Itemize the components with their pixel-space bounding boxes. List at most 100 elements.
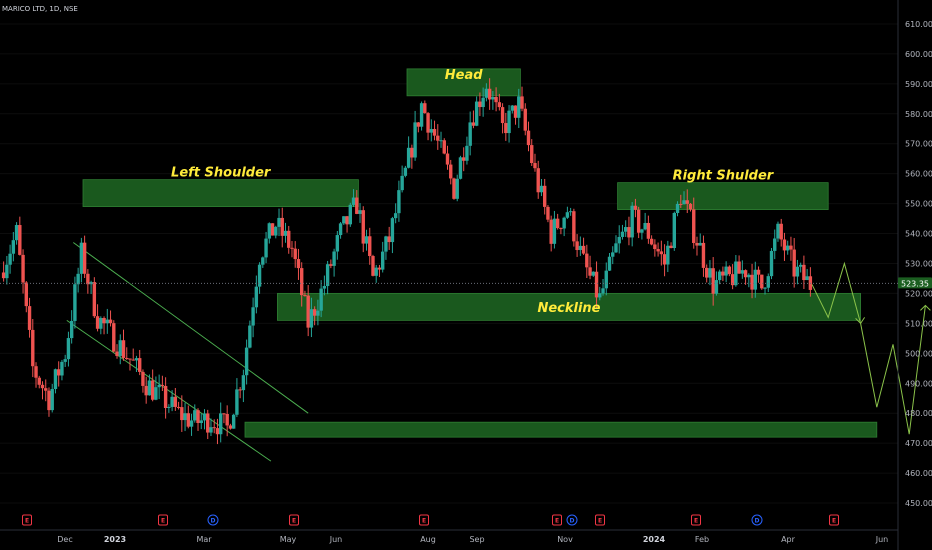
candle-body[interactable]: [138, 358, 142, 372]
candle-body[interactable]: [413, 122, 417, 158]
candle-body[interactable]: [646, 222, 651, 239]
candle-body[interactable]: [254, 286, 259, 308]
candle-body[interactable]: [624, 227, 628, 232]
candle-body[interactable]: [387, 236, 391, 243]
candle-body[interactable]: [465, 145, 469, 161]
candle-body[interactable]: [546, 206, 550, 220]
candle-body[interactable]: [264, 238, 268, 258]
candle-body[interactable]: [5, 264, 9, 279]
candle-body[interactable]: [607, 256, 612, 271]
candle-body[interactable]: [517, 96, 521, 118]
candle-body[interactable]: [403, 167, 408, 176]
candle-body[interactable]: [552, 218, 557, 244]
candle-body[interactable]: [630, 205, 634, 238]
candle-body[interactable]: [18, 225, 22, 255]
projection-path[interactable]: [811, 261, 926, 435]
candle-body[interactable]: [102, 318, 106, 324]
candle-body[interactable]: [432, 129, 437, 136]
candle-body[interactable]: [267, 223, 271, 239]
candle-body[interactable]: [526, 130, 531, 146]
channel-lower-line[interactable]: [66, 319, 272, 462]
zone-box[interactable]: [406, 68, 521, 97]
candle-body[interactable]: [494, 97, 498, 103]
candle-body[interactable]: [530, 145, 534, 164]
candle-body[interactable]: [805, 276, 809, 281]
candle-body[interactable]: [591, 271, 595, 276]
candle-body[interactable]: [248, 325, 252, 348]
zone-box[interactable]: [617, 182, 829, 210]
candle-body[interactable]: [734, 261, 738, 286]
candle-body[interactable]: [649, 238, 654, 245]
candle-body[interactable]: [449, 164, 453, 179]
candle-body[interactable]: [377, 267, 382, 270]
candle-body[interactable]: [786, 245, 790, 251]
candle-body[interactable]: [698, 242, 702, 246]
candle-body[interactable]: [620, 231, 625, 237]
candle-body[interactable]: [332, 251, 336, 266]
candle-body[interactable]: [112, 323, 116, 352]
candle-body[interactable]: [549, 219, 553, 244]
candle-body[interactable]: [44, 388, 48, 391]
earnings-marker[interactable]: [691, 514, 701, 526]
candle-body[interactable]: [507, 110, 511, 134]
candle-body[interactable]: [572, 211, 576, 242]
candle-body[interactable]: [802, 264, 806, 281]
candle-body[interactable]: [776, 223, 780, 239]
candle-body[interactable]: [157, 384, 161, 388]
candle-body[interactable]: [714, 280, 719, 294]
earnings-marker[interactable]: [419, 514, 429, 526]
candle-body[interactable]: [50, 389, 54, 411]
candle-body[interactable]: [653, 244, 657, 250]
candle-body[interactable]: [141, 371, 145, 386]
candle-body[interactable]: [73, 284, 77, 321]
candle-body[interactable]: [154, 387, 158, 400]
candle-body[interactable]: [578, 245, 583, 251]
candle-body[interactable]: [147, 380, 152, 396]
candle-body[interactable]: [769, 250, 774, 277]
candle-body[interactable]: [8, 253, 12, 265]
earnings-marker[interactable]: [289, 514, 299, 526]
candle-body[interactable]: [199, 420, 203, 424]
candle-body[interactable]: [325, 264, 330, 286]
candle-body[interactable]: [312, 309, 317, 316]
candle-body[interactable]: [753, 269, 757, 290]
candle-body[interactable]: [491, 97, 495, 100]
candle-body[interactable]: [445, 153, 450, 165]
candle-body[interactable]: [604, 270, 608, 289]
candle-body[interactable]: [666, 245, 670, 265]
candle-body[interactable]: [280, 217, 284, 236]
candle-body[interactable]: [53, 369, 58, 390]
candle-body[interactable]: [730, 274, 735, 286]
candle-body[interactable]: [160, 384, 165, 386]
candle-body[interactable]: [345, 216, 349, 225]
candle-body[interactable]: [47, 390, 51, 411]
candle-body[interactable]: [193, 410, 197, 421]
candle-body[interactable]: [559, 228, 563, 230]
candle-body[interactable]: [92, 282, 97, 317]
candle-body[interactable]: [287, 230, 291, 248]
candle-body[interactable]: [536, 168, 540, 193]
candle-body[interactable]: [329, 264, 333, 266]
candle-body[interactable]: [724, 266, 728, 276]
candle-body[interactable]: [186, 413, 190, 427]
candle-body[interactable]: [614, 243, 618, 253]
candle-body[interactable]: [406, 147, 411, 168]
candle-body[interactable]: [1, 272, 6, 279]
candle-body[interactable]: [416, 122, 421, 127]
candle-body[interactable]: [338, 223, 343, 236]
candle-body[interactable]: [575, 241, 579, 251]
candle-body[interactable]: [235, 389, 239, 415]
candle-body[interactable]: [633, 205, 638, 210]
candle-body[interactable]: [358, 210, 362, 214]
candle-body[interactable]: [442, 140, 446, 154]
candle-body[interactable]: [611, 252, 615, 257]
candle-body[interactable]: [167, 406, 171, 409]
candle-body[interactable]: [60, 361, 64, 376]
candle-body[interactable]: [209, 427, 213, 433]
candle-body[interactable]: [86, 273, 90, 285]
candle-body[interactable]: [397, 190, 401, 214]
candle-body[interactable]: [57, 369, 61, 376]
candle-body[interactable]: [115, 351, 119, 356]
candle-body[interactable]: [520, 96, 524, 109]
candle-body[interactable]: [636, 209, 641, 233]
